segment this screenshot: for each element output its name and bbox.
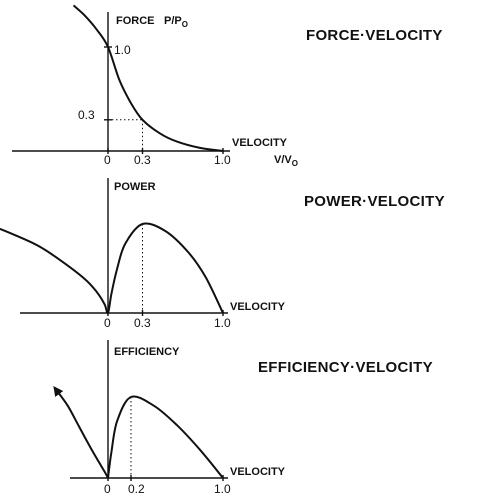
p1-xlabel: VELOCITY	[232, 137, 288, 149]
panel-power-velocity: POWER 0 0.3 1.0 VELOCITY POWER·VELOCITY	[0, 178, 445, 330]
p1-curve	[72, 4, 224, 152]
p1-ytick-label-1: 1.0	[114, 43, 131, 57]
p3-curve-left-arrow	[53, 385, 109, 479]
p2-xtick-label-3: 1.0	[214, 316, 231, 330]
p3-ylabel: EFFICIENCY	[114, 346, 180, 358]
p2-title: POWER·VELOCITY	[304, 193, 445, 210]
panel-force-velocity: FORCE P/PO 1.0 0.3 0 0.3 1.0 VELOCITY V/…	[12, 4, 443, 168]
p3-xlabel: VELOCITY	[230, 466, 286, 478]
p2-xtick-label-2: 0.3	[134, 316, 151, 330]
p1-xtick-label-3: 1.0	[214, 153, 231, 167]
p1-xlabel-unit: V/VO	[274, 154, 298, 168]
p1-ytick-label-2: 0.3	[78, 108, 95, 122]
p1-ylabel-unit: P/PO	[164, 15, 188, 29]
p3-xtick-label-2: 0.2	[128, 482, 145, 496]
p2-ylabel: POWER	[114, 181, 156, 193]
p1-xtick-label-1: 0	[104, 153, 111, 167]
p2-xlabel: VELOCITY	[230, 301, 286, 313]
p3-title: EFFICIENCY·VELOCITY	[258, 359, 433, 376]
p2-curve	[0, 222, 224, 315]
p3-curve-right	[107, 395, 224, 479]
p2-xtick-label-1: 0	[104, 316, 111, 330]
p1-xtick-label-2: 0.3	[134, 153, 151, 167]
panel-efficiency-velocity: EFFICIENCY 0 0.2 1.0 VELOCITY EFFICIENCY…	[53, 340, 433, 496]
p1-title: FORCE·VELOCITY	[306, 27, 443, 44]
p3-xtick-label-3: 1.0	[214, 482, 231, 496]
p3-xtick-label-1: 0	[104, 482, 111, 496]
p1-ylabel: FORCE	[116, 15, 155, 27]
